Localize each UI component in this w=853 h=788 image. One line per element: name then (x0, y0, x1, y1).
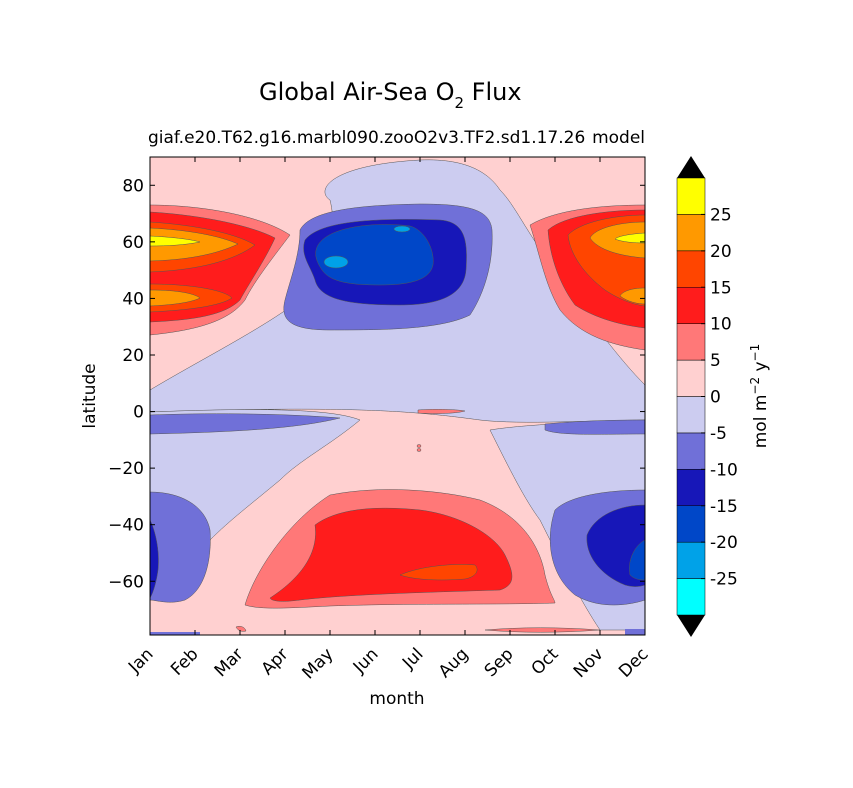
colorbar-segment (676, 432, 706, 470)
contour-small-feature-a (416, 444, 422, 448)
plot-frame (149, 156, 646, 636)
contour-bottom-red-a (235, 625, 247, 632)
y-tick-label: 80 (122, 176, 144, 196)
x-tick-label: Jul (398, 644, 427, 673)
colorbar-tick-label: -10 (710, 460, 738, 480)
y-axis: 80 60 40 20 0 −20 −40 −60 (108, 176, 645, 592)
colorbar-tick-label: 20 (710, 242, 732, 262)
x-tick-label: Aug (435, 644, 473, 682)
x-tick-label: Mar (211, 644, 248, 681)
contour-small-feature-b (416, 448, 422, 452)
colorbar-segment (676, 359, 706, 397)
y-tick-label: −40 (108, 516, 144, 536)
x-tick-label: May (299, 644, 338, 683)
y-tick-label: −20 (108, 459, 144, 479)
colorbar-tick-label: -25 (710, 570, 738, 590)
colorbar-segment (676, 250, 706, 288)
colorbar (676, 156, 706, 637)
contour-bottom-right-blue (625, 629, 645, 635)
contour-25-30-nh-left-upper (149, 235, 201, 247)
x-tick-label: Dec (615, 644, 652, 681)
contour-20-25-nh-left-lower (149, 289, 201, 307)
colorbar-tick-label: -5 (710, 424, 727, 444)
colorbar-segment (676, 578, 706, 616)
colorbar-segment (676, 541, 706, 579)
y-tick-label: −60 (108, 572, 144, 592)
x-tick-label: Oct (528, 644, 563, 679)
contour-20-25-nh-right-lower (619, 287, 646, 305)
x-tick-label: Jun (349, 644, 383, 678)
colorbar-tick-label: -15 (710, 497, 738, 517)
y-axis-label: latitude (80, 363, 100, 428)
chart-subtitle-run: giaf.e20.T62.g16.marbl090.zooO2v3.TF2.sd… (148, 128, 585, 148)
colorbar-ticks: 25 20 15 10 5 0 -5 -10 -15 -20 -25 (701, 205, 738, 590)
y-tick-label: 40 (122, 289, 144, 309)
y-tick-label: 20 (122, 346, 144, 366)
colorbar-segment (676, 287, 706, 324)
contour-25-30-nh-right-upper (614, 232, 646, 244)
contour-neg25-20-nh (323, 255, 349, 269)
colorbar-tick-label: 15 (710, 278, 732, 298)
colorbar-segment (676, 396, 706, 434)
x-tick-label: Apr (258, 644, 293, 679)
contour-20-25-nh-left-upper (149, 227, 239, 262)
colorbar-segment (676, 505, 706, 543)
colorbar-tick-label: 0 (710, 388, 721, 408)
contour-neg20-15-nh (315, 224, 434, 286)
y-tick-label: 0 (133, 403, 144, 423)
contour-bottom-left-blue (150, 632, 200, 635)
contour-5-10-equator-small (417, 409, 466, 414)
colorbar-label: mol m−2 y−1 (748, 344, 771, 449)
x-axis-label: month (369, 689, 424, 709)
colorbar-segment (676, 469, 706, 507)
colorbar-tick-label: 25 (710, 205, 732, 225)
contour-neg25-20-nh-small (393, 225, 411, 233)
x-tick-label: Sep (481, 644, 518, 681)
colorbar-tick-label: -20 (710, 533, 738, 553)
chart-subtitle-label: model (592, 128, 645, 148)
chart-title: Global Air-Sea O2 Flux (259, 78, 522, 112)
colorbar-segment (676, 323, 706, 361)
contour-15-20-sh (399, 564, 478, 581)
colorbar-segment (676, 214, 706, 252)
x-tick-label: Feb (167, 644, 202, 679)
x-tick-label: Nov (570, 644, 608, 682)
x-tick-label: Jan (124, 644, 157, 677)
colorbar-extend-high (677, 156, 705, 178)
contour-neg15-10-sh-left (149, 519, 159, 599)
colorbar-extend-low (677, 615, 705, 637)
colorbar-tick-label: 5 (710, 351, 721, 371)
colorbar-segment (676, 177, 706, 215)
plot-area (149, 156, 646, 636)
contour-neg10-5-equator-left (149, 413, 341, 435)
contour-neg10-5-sh-left (149, 491, 211, 603)
colorbar-tick-label: 10 (710, 315, 732, 335)
y-tick-label: 60 (122, 233, 144, 253)
contour-neg20-15-sh-right (629, 539, 646, 581)
